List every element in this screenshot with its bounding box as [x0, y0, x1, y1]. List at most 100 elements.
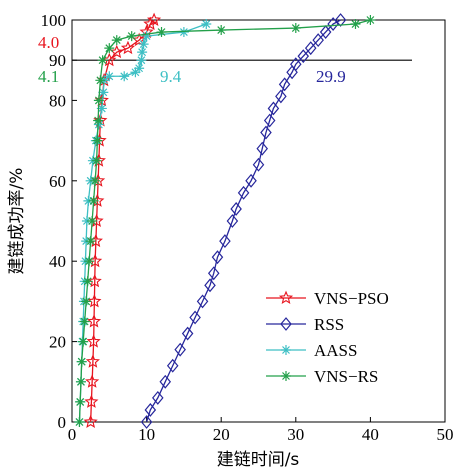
data-point [109, 44, 124, 59]
data-point [245, 173, 257, 188]
x-tick-label: 40 [362, 425, 379, 444]
data-point [74, 417, 85, 427]
x-tick-label: 0 [68, 425, 77, 444]
data-point [230, 202, 242, 216]
y-tick-label: 80 [49, 91, 66, 110]
plot-area [71, 19, 446, 423]
data-point [81, 216, 92, 226]
legend-label: RSS [314, 315, 344, 334]
data-point [156, 27, 167, 38]
y-tick-label: 60 [49, 172, 66, 191]
data-point [88, 195, 99, 206]
data-point [119, 71, 130, 82]
data-point [166, 358, 179, 373]
data-point [85, 354, 100, 368]
x-tick-label: 30 [287, 425, 304, 444]
legend-label: VNS−RS [314, 367, 378, 386]
data-point [143, 16, 158, 31]
data-point [104, 43, 115, 54]
data-point [281, 345, 291, 355]
data-point [87, 216, 98, 226]
y-tick-label: 40 [49, 252, 66, 271]
series-group [74, 12, 376, 429]
data-point [327, 17, 339, 31]
series-line [145, 19, 341, 423]
data-point [256, 141, 269, 156]
plot-frame [71, 19, 446, 423]
data-point [97, 55, 108, 66]
series-1 [140, 13, 347, 429]
data-point [144, 403, 157, 417]
data-point [126, 31, 137, 42]
data-point [219, 234, 231, 249]
data-point [90, 175, 101, 186]
annotation-label: 29.9 [316, 67, 346, 86]
data-point [84, 256, 95, 267]
data-point [280, 317, 292, 331]
data-point [140, 415, 153, 429]
annotation-label: 9.4 [160, 67, 182, 86]
x-tick-label: 50 [437, 425, 454, 444]
data-point [134, 63, 145, 74]
data-point [237, 185, 250, 200]
data-point [84, 394, 99, 408]
data-point [297, 49, 310, 64]
data-point [95, 75, 106, 86]
data-point [111, 35, 122, 46]
data-point [120, 40, 136, 55]
legend-label: VNS−PSO [314, 289, 389, 308]
data-point [152, 390, 164, 405]
data-point [334, 13, 347, 27]
data-point [304, 41, 317, 56]
data-point [267, 101, 280, 116]
data-point [87, 293, 102, 308]
data-point [93, 119, 104, 130]
data-point [275, 89, 287, 104]
data-point [88, 233, 103, 248]
data-point [83, 414, 98, 429]
data-point [78, 336, 89, 347]
data-point [196, 294, 209, 309]
data-point [365, 15, 376, 25]
y-tick-label: 100 [41, 11, 67, 30]
data-point [79, 316, 90, 327]
y-tick-label: 90 [49, 51, 66, 70]
data-point [76, 356, 87, 367]
data-point [216, 25, 227, 36]
data-point [290, 57, 302, 72]
data-point [178, 27, 189, 38]
data-point [350, 19, 361, 30]
data-point [281, 371, 291, 381]
data-point [83, 195, 94, 206]
data-point [85, 374, 100, 388]
y-axis-label: 建链成功率/% [7, 168, 27, 275]
data-point [137, 47, 148, 58]
data-point [260, 125, 272, 140]
data-point [136, 55, 147, 66]
data-point [252, 157, 265, 172]
data-point [86, 334, 101, 348]
x-axis-label: 建链时间/s [217, 450, 300, 470]
data-point [132, 32, 147, 47]
data-point [319, 25, 332, 39]
data-point [204, 278, 216, 293]
data-point [81, 296, 92, 307]
data-point [146, 12, 162, 27]
data-point [211, 250, 224, 265]
data-point [138, 39, 149, 50]
data-point [82, 276, 93, 287]
data-point [263, 113, 276, 128]
data-point [189, 310, 201, 325]
data-point [201, 19, 212, 30]
data-point [278, 290, 294, 305]
annotation-label: 4.1 [38, 67, 59, 86]
data-point [290, 23, 301, 34]
data-point [93, 95, 104, 106]
data-point [92, 135, 103, 146]
data-point [75, 396, 86, 407]
annotations: 4.0 4.1 9.4 29.9 [38, 33, 346, 86]
data-point [207, 266, 220, 281]
data-point [130, 67, 141, 78]
series-line [78, 23, 207, 423]
